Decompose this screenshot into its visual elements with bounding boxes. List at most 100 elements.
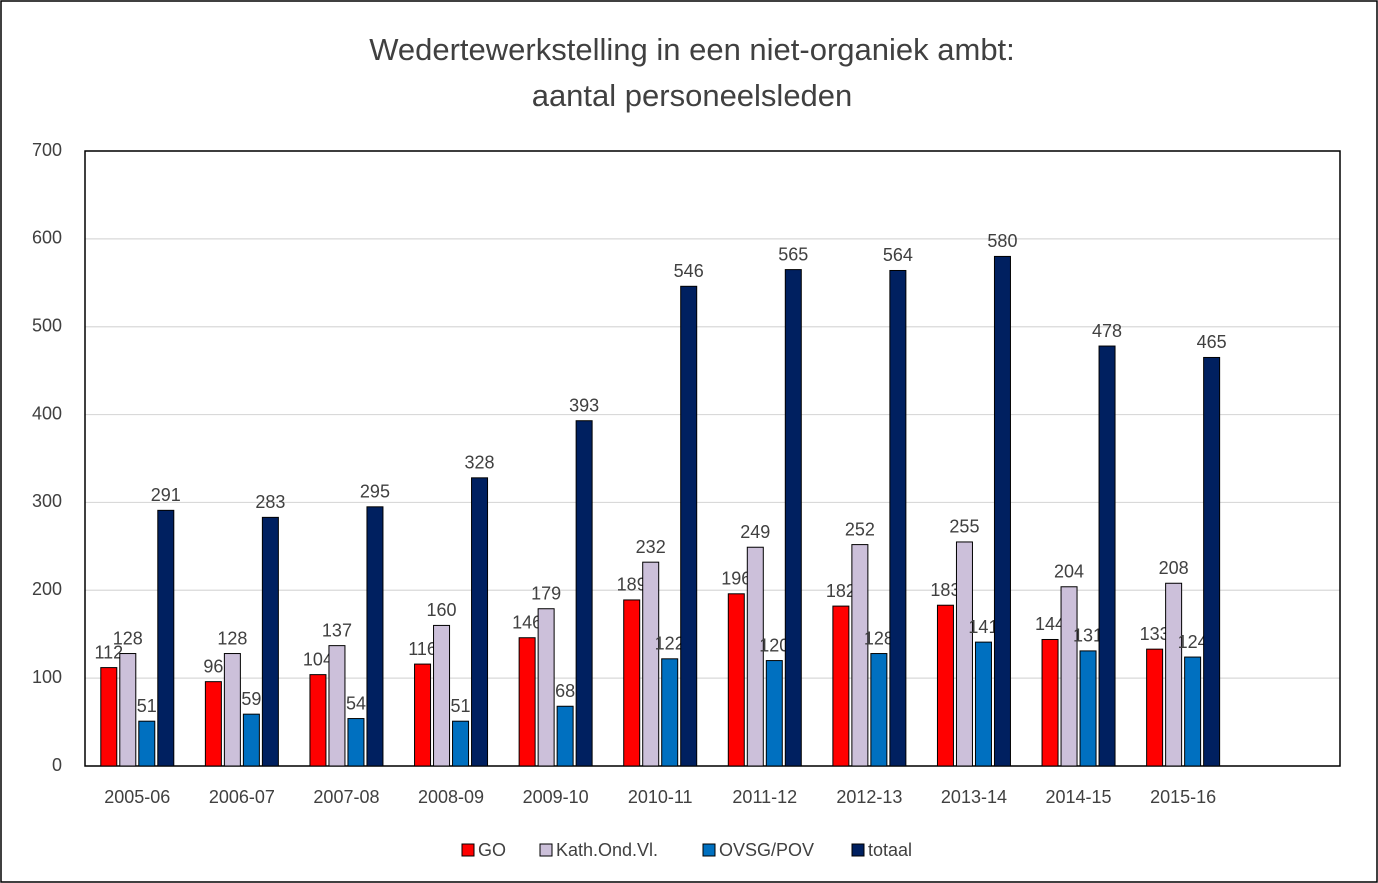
legend-label: Kath.Ond.Vl. (556, 840, 658, 860)
legend-swatch (851, 843, 865, 857)
data-label: 546 (674, 261, 704, 281)
data-label: 131 (1073, 626, 1103, 646)
y-tick-label: 300 (32, 491, 62, 511)
y-tick-label: 0 (52, 755, 62, 775)
data-label: 204 (1054, 562, 1084, 582)
bar (955, 541, 973, 767)
data-label: 179 (531, 583, 561, 603)
data-label: 393 (569, 395, 599, 415)
data-label: 146 (512, 612, 542, 632)
y-tick-label: 700 (32, 140, 62, 160)
bar (309, 674, 327, 767)
data-label: 295 (360, 482, 390, 502)
bar (157, 509, 175, 767)
data-label: 196 (721, 569, 751, 589)
x-tick-label: 2010-11 (628, 787, 693, 807)
bar (242, 713, 260, 767)
y-tick-label: 600 (32, 228, 62, 248)
legend-label: GO (478, 840, 506, 860)
bar (100, 667, 118, 767)
bar (518, 637, 536, 767)
x-tick-label: 2014-15 (1046, 787, 1112, 807)
data-label: 183 (930, 580, 960, 600)
data-label: 104 (303, 649, 333, 669)
data-label: 252 (845, 519, 875, 539)
bar (784, 269, 802, 767)
bar (471, 477, 489, 767)
data-label: 565 (778, 244, 808, 264)
x-tick-label: 2008-09 (418, 787, 484, 807)
bar (974, 641, 992, 767)
x-tick-label: 2006-07 (209, 787, 275, 807)
y-tick-label: 200 (32, 579, 62, 599)
data-label: 128 (864, 628, 894, 648)
data-label: 128 (113, 628, 143, 648)
bar (138, 720, 156, 767)
bar (642, 561, 660, 767)
data-label: 291 (151, 485, 181, 505)
x-tick-label: 2007-08 (313, 787, 379, 807)
x-tick-label: 2005-06 (104, 787, 170, 807)
bar (414, 663, 432, 767)
data-label: 465 (1197, 332, 1227, 352)
bar (328, 645, 346, 767)
bar (537, 608, 555, 767)
bar (1184, 656, 1202, 767)
bar (851, 544, 869, 767)
bar (765, 660, 783, 767)
bar (746, 546, 764, 767)
x-tick-label: 2012-13 (836, 787, 902, 807)
data-label: 128 (217, 628, 247, 648)
bar (366, 506, 384, 767)
chart-title: Wedertewerkstelling in een niet-organiek… (369, 32, 1015, 67)
bar (261, 516, 279, 767)
data-label: 232 (636, 537, 666, 557)
data-label: 96 (203, 656, 223, 676)
chart-title: aantal personeelsleden (532, 78, 853, 113)
x-tick-label: 2009-10 (523, 787, 589, 807)
data-label: 160 (427, 600, 457, 620)
data-label: 116 (408, 639, 437, 659)
bar (119, 653, 137, 767)
bar (1098, 345, 1116, 767)
bar (1146, 648, 1164, 767)
legend-swatch (461, 843, 475, 857)
data-label: 255 (949, 517, 979, 537)
data-label: 120 (759, 635, 789, 655)
bar (936, 604, 954, 767)
data-label: 68 (555, 681, 575, 701)
data-label: 328 (465, 453, 495, 473)
data-label: 580 (987, 231, 1017, 251)
data-label: 141 (968, 617, 998, 637)
x-tick-label: 2015-16 (1150, 787, 1216, 807)
bar (727, 593, 745, 767)
data-label: 478 (1092, 321, 1122, 341)
data-label: 124 (1178, 632, 1208, 652)
data-label: 137 (322, 620, 352, 640)
bar (1079, 650, 1097, 767)
legend-label: totaal (868, 840, 912, 860)
data-label: 122 (655, 634, 685, 654)
data-label: 59 (241, 689, 261, 709)
bar (680, 285, 698, 767)
bar (993, 255, 1011, 767)
bar (832, 605, 850, 767)
data-label: 112 (94, 642, 123, 662)
bar (1165, 582, 1183, 767)
bar (623, 599, 641, 767)
bar (1203, 356, 1221, 767)
x-tick-label: 2011-12 (732, 787, 797, 807)
bar (889, 269, 907, 767)
data-label: 54 (346, 693, 366, 713)
bar (204, 681, 222, 767)
data-label: 51 (451, 696, 471, 716)
bar (452, 720, 470, 767)
y-tick-label: 500 (32, 315, 62, 335)
data-label: 144 (1035, 614, 1065, 634)
data-label: 182 (826, 581, 856, 601)
data-label: 283 (255, 492, 285, 512)
legend-label: OVSG/POV (719, 840, 814, 860)
plot-border (84, 150, 1341, 767)
bar (223, 653, 241, 767)
y-tick-label: 400 (32, 403, 62, 423)
